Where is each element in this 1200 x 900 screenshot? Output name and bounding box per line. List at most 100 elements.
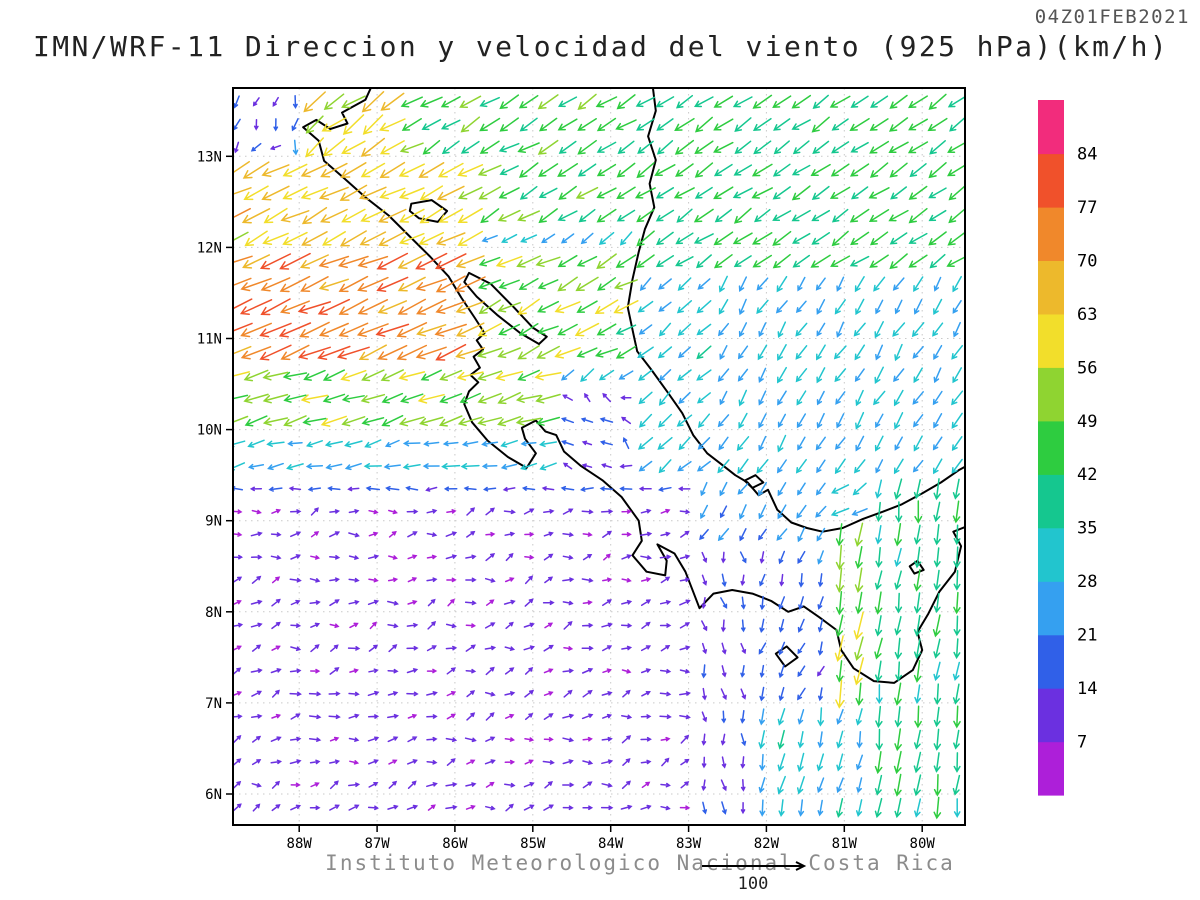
wind-arrow [581,463,593,468]
wind-arrow [426,736,438,742]
wind-arrow [485,666,495,676]
wind-arrow [601,736,613,742]
wind-arrow [796,413,807,429]
wind-arrow [517,142,540,154]
wind-arrow [777,753,786,772]
wind-arrow [523,781,535,788]
wind-arrow [602,392,612,403]
wind-arrow [678,486,691,492]
wind-arrow [914,705,922,729]
wind-arrow [557,323,578,336]
wind-arrow [233,667,242,675]
wind-arrow [778,550,786,565]
reference-vector-value: 100 [737,874,769,894]
wind-arrow [270,736,282,742]
wind-arrow [305,463,324,470]
wind-arrow [500,463,518,470]
wind-arrow [777,482,787,497]
wind-arrow [675,163,694,177]
wind-arrow [737,345,749,360]
wind-arrow [562,713,575,719]
wind-arrow [953,569,961,591]
wind-arrow [380,92,405,111]
wind-arrow [341,416,366,427]
wind-arrow [289,509,302,514]
wind-arrow [323,93,345,111]
wind-arrow [849,163,870,177]
wind-arrow [318,322,349,338]
wind-arrow [416,324,447,337]
wind-arrow [481,440,499,447]
wind-arrow [600,805,614,811]
lake-managua [408,199,449,223]
wind-arrow [536,345,560,359]
colorbar-segment [1038,474,1064,529]
wind-arrow [721,551,726,564]
wind-arrow [361,91,385,113]
wind-arrow [577,163,597,177]
wind-arrow [271,645,281,651]
wind-arrow [696,300,712,314]
wind-arrow [233,345,252,355]
wind-arrow [952,367,963,384]
wind-arrow [751,232,773,245]
wind-arrow [329,759,341,765]
wind-arrow [928,231,947,246]
wind-arrow [518,94,539,109]
colorbar-label: 42 [1077,465,1097,485]
wind-arrow [817,731,824,749]
wind-arrow [233,394,249,403]
wind-arrow [953,615,961,637]
wind-arrow [250,554,263,560]
wind-arrow [621,599,633,605]
wind-arrow [580,232,594,245]
wind-arrow [406,622,419,628]
wind-arrow [318,255,350,269]
wind-arrow [658,278,672,290]
wind-arrow [641,621,651,630]
wind-arrow [399,142,424,154]
wind-arrow [270,759,283,765]
wind-arrow [660,782,671,788]
wind-arrow [933,706,941,728]
wind-arrow [562,600,574,606]
wind-arrow [613,279,638,290]
wind-arrow [520,462,538,471]
wind-arrow [582,600,593,605]
wind-arrow [913,367,923,384]
wind-arrow [261,164,290,178]
wind-arrow [854,567,864,593]
wind-arrow [581,667,594,674]
wind-arrow [616,209,636,222]
wind-arrow [869,140,890,154]
wind-arrow [734,140,752,155]
wind-arrow [317,345,351,360]
wind-arrow [952,299,962,314]
wind-arrow [719,345,728,360]
lon-tick-label: 85W [520,836,546,852]
wind-arrow [542,760,555,765]
wind-arrow [426,759,438,765]
wind-arrow [577,139,597,155]
wind-arrow [398,371,426,381]
wind-arrow [484,645,497,651]
wind-arrow [558,140,577,154]
wind-arrow [714,208,733,223]
wind-arrow [466,712,476,721]
wind-arrow [816,412,825,429]
wind-arrow [292,139,299,156]
wind-arrow [251,690,263,697]
wind-arrow [329,531,341,538]
wind-arrow [797,687,806,701]
wind-arrow [776,459,787,474]
wind-arrow [758,390,767,406]
wind-arrow [426,691,438,696]
wind-arrow [831,230,849,247]
wind-arrow [290,804,302,811]
wind-arrow [701,551,708,564]
wind-arrow [303,369,326,381]
wind-arrow [308,691,322,697]
wind-arrow [694,162,714,178]
wind-arrow [616,94,636,110]
wind-arrow [523,804,535,811]
